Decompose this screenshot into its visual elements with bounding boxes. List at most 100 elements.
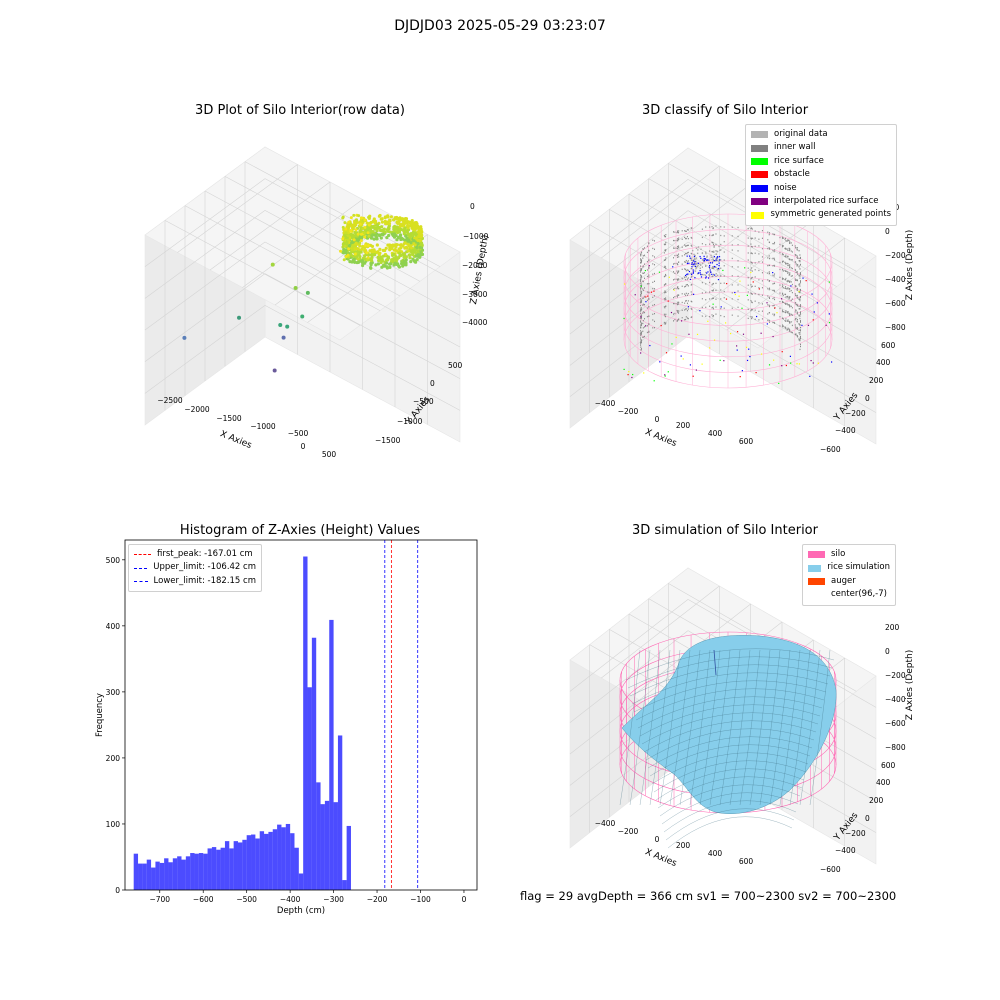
inner-wall-point bbox=[673, 239, 675, 242]
inner-wall-point bbox=[785, 303, 787, 305]
inner-wall-point bbox=[789, 248, 791, 250]
class-point bbox=[749, 355, 751, 358]
legend-label: auger bbox=[831, 575, 856, 586]
original-point bbox=[693, 257, 696, 259]
inner-wall-point bbox=[684, 309, 686, 311]
class-point bbox=[760, 332, 762, 334]
inner-wall-point bbox=[711, 259, 713, 261]
data-point bbox=[344, 248, 348, 252]
inner-wall-point bbox=[747, 245, 749, 247]
inner-wall-point bbox=[678, 230, 680, 232]
inner-wall-point bbox=[673, 288, 675, 290]
inner-wall-point bbox=[798, 260, 800, 262]
inner-wall-point bbox=[720, 282, 722, 285]
inner-wall-point bbox=[685, 318, 687, 321]
gridline bbox=[687, 304, 877, 413]
data-point bbox=[367, 234, 371, 238]
inner-wall-point bbox=[640, 288, 642, 290]
inner-wall-point bbox=[653, 303, 655, 306]
class-point bbox=[812, 362, 814, 364]
inner-wall-point bbox=[677, 286, 679, 288]
inner-wall-point bbox=[640, 279, 642, 282]
inner-wall-point bbox=[685, 308, 687, 310]
original-point bbox=[706, 256, 708, 258]
inner-wall-point bbox=[685, 252, 687, 255]
class-point bbox=[647, 295, 649, 297]
inner-wall-point bbox=[796, 334, 798, 337]
inner-wall-point bbox=[685, 268, 687, 271]
inner-wall-point bbox=[782, 236, 784, 238]
inner-wall-point bbox=[640, 291, 642, 294]
inner-wall-point bbox=[705, 244, 707, 246]
inner-wall-point bbox=[779, 276, 781, 278]
inner-wall-point bbox=[751, 227, 753, 229]
inner-wall-point bbox=[674, 278, 676, 280]
data-point bbox=[409, 260, 413, 264]
inner-wall-point bbox=[787, 327, 789, 329]
class-point bbox=[707, 320, 709, 322]
inner-wall-point bbox=[642, 280, 644, 283]
inner-wall-point bbox=[796, 289, 798, 291]
data-point bbox=[376, 262, 381, 266]
inner-wall-point bbox=[685, 308, 687, 310]
inner-wall-point bbox=[751, 276, 753, 279]
data-point bbox=[414, 254, 418, 258]
noise-point bbox=[699, 272, 701, 274]
z-tick-label: 0 bbox=[470, 202, 475, 211]
inner-wall-point bbox=[648, 242, 650, 245]
z-tick-label: −400 bbox=[885, 275, 906, 284]
class-point bbox=[670, 311, 673, 314]
inner-wall-point bbox=[796, 318, 798, 321]
inner-wall-point bbox=[799, 277, 801, 279]
inner-wall-point bbox=[772, 233, 774, 235]
inner-wall-point bbox=[751, 293, 753, 295]
class-point bbox=[672, 266, 674, 268]
inner-wall-point bbox=[731, 298, 733, 300]
inner-wall-point bbox=[767, 288, 769, 290]
inner-wall-point bbox=[758, 245, 760, 247]
class-point bbox=[812, 319, 814, 321]
inner-wall-point bbox=[685, 276, 687, 278]
class-point bbox=[746, 294, 748, 296]
z-tick-label: −400 bbox=[885, 695, 906, 704]
inner-wall-point bbox=[790, 259, 792, 261]
outlier-point bbox=[305, 290, 310, 295]
inner-wall-point bbox=[640, 252, 642, 254]
inner-wall-point bbox=[782, 287, 784, 289]
class-point bbox=[830, 361, 833, 363]
inner-wall-point bbox=[678, 246, 680, 249]
y-tick-label: −1500 bbox=[375, 436, 401, 445]
inner-wall-point bbox=[648, 276, 650, 278]
inner-wall-point bbox=[711, 275, 713, 278]
inner-wall-point bbox=[758, 231, 760, 233]
histogram-bar bbox=[133, 853, 139, 890]
inner-wall-point bbox=[782, 324, 784, 326]
inner-wall-point bbox=[653, 295, 655, 297]
inner-wall-point bbox=[772, 257, 774, 260]
inner-wall-point bbox=[798, 323, 800, 325]
inner-wall-point bbox=[799, 311, 801, 313]
x-tick-label: −200 bbox=[618, 827, 639, 836]
outlier-point bbox=[293, 286, 298, 291]
inner-wall-point bbox=[784, 255, 786, 258]
class-point bbox=[772, 271, 774, 274]
inner-wall-point bbox=[737, 266, 739, 268]
inner-wall-point bbox=[769, 321, 771, 323]
inner-wall-point bbox=[684, 236, 686, 239]
inner-wall-point bbox=[761, 310, 763, 312]
inner-wall-point bbox=[751, 301, 753, 303]
inner-wall-point bbox=[641, 331, 643, 333]
class-point bbox=[660, 324, 662, 327]
inner-wall-point bbox=[751, 252, 753, 255]
z-tick-label: 0 bbox=[885, 227, 890, 236]
data-point bbox=[392, 225, 396, 229]
class-point bbox=[713, 339, 716, 341]
inner-wall-point bbox=[652, 281, 654, 283]
inner-wall-point bbox=[676, 238, 678, 240]
inner-wall-point bbox=[687, 308, 689, 310]
inner-wall-point bbox=[782, 310, 784, 313]
inner-wall-point bbox=[640, 271, 642, 273]
inner-wall-point bbox=[677, 311, 679, 313]
inner-wall-point bbox=[690, 276, 692, 278]
